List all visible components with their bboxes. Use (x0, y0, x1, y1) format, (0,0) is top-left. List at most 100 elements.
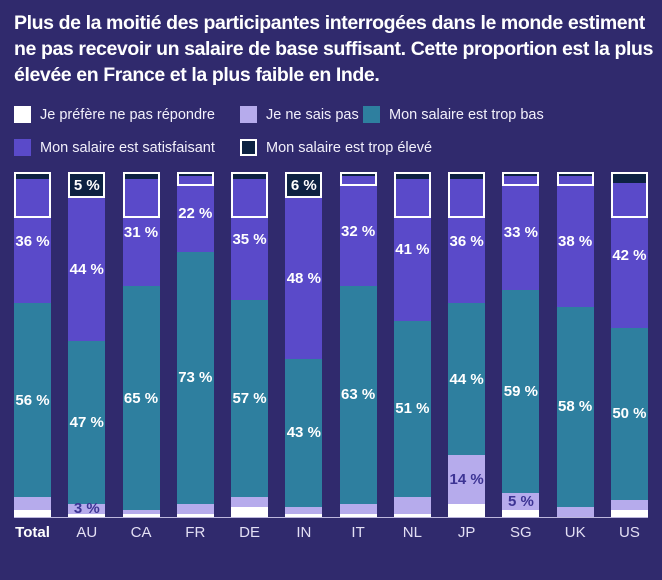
segment-value-label: 5 % (507, 493, 534, 511)
segment-value-label: 59 % (503, 382, 538, 400)
bar-ca: 31 % 65 % (122, 172, 160, 518)
chart-legend: Je préfère ne pas répondre Je ne sais pas… (14, 106, 648, 157)
bar-segment-too-low: 47 % (68, 341, 106, 504)
segment-value-label: 44 % (449, 370, 484, 388)
legend-swatch-icon (240, 106, 257, 124)
segment-value-label: 56 % (15, 391, 50, 409)
x-axis-line (14, 517, 648, 519)
bar-segment-too-high (393, 172, 431, 180)
bar-segment-satisfactory: 36 % (14, 179, 51, 304)
bar-segment-satisfactory: 41 % (393, 179, 431, 321)
legend-item: Mon salaire est satisfaisant (14, 139, 240, 157)
chart-column-ca: 31 % 65 % (122, 172, 160, 518)
bar-segment-prefer-not-say (231, 507, 269, 518)
bar-segment-prefer-not-say (610, 510, 648, 518)
bar-segment-too-low: 51 % (393, 320, 431, 497)
bar-segment-prefer-not-say (285, 513, 323, 518)
axis-label-de: DE (239, 524, 260, 542)
axis-label-jp: JP (457, 524, 476, 542)
bar-segment-too-low: 44 % (448, 303, 486, 456)
bar-segment-too-high (448, 172, 486, 180)
legend-row: Je préfère ne pas répondre Je ne sais pas… (14, 106, 648, 124)
bar-nl: 41 % 51 % (393, 172, 431, 518)
bar-fr: 22 % 73 % (176, 172, 214, 518)
bar-de: 35 % 57 % (231, 172, 269, 518)
axis-label-ca: CA (130, 524, 152, 542)
chart-column-jp: 36 % 44 % 14 % (448, 172, 486, 518)
axis-label-sg: SG (510, 524, 532, 542)
bar-segment-satisfactory: 35 % (231, 179, 269, 301)
bar-segment-too-low: 57 % (231, 300, 269, 497)
bar-segment-too-low: 43 % (285, 358, 323, 508)
legend-item: Je ne sais pas (240, 106, 363, 124)
bar-segment-dont-know (231, 496, 269, 507)
bar-segment-too-low: 73 % (176, 251, 214, 504)
segment-value-label: 47 % (69, 413, 104, 431)
segment-value-label: 36 % (449, 232, 484, 250)
bar-segment-too-high (231, 172, 269, 180)
bar-it: 32 % 63 % (339, 172, 377, 518)
bar-segment-too-high (610, 172, 648, 183)
axis-label-fr: FR (185, 524, 206, 542)
chart-column-sg: 33 % 59 % 5 % (502, 172, 540, 518)
bar-segment-satisfactory: 48 % (285, 198, 323, 359)
bar-segment-prefer-not-say (393, 513, 431, 518)
bar-sg: 33 % 59 % 5 % (502, 172, 540, 518)
chart-column-de: 35 % 57 % (231, 172, 269, 518)
bar-segment-prefer-not-say (176, 513, 214, 518)
segment-value-label: 58 % (558, 398, 593, 416)
segment-value-label: 6 % (290, 176, 317, 194)
bar-segment-dont-know (393, 496, 431, 514)
bar-segment-too-high: 6 % (285, 172, 323, 199)
bar-segment-dont-know (122, 510, 160, 514)
segment-value-label: 65 % (123, 389, 159, 407)
segment-value-label: 73 % (178, 369, 213, 387)
bar-segment-prefer-not-say (448, 503, 486, 518)
axis-label-total: Total (15, 524, 50, 542)
bar-segment-dont-know (285, 507, 323, 514)
bar-segment-dont-know: 3 % (68, 500, 106, 518)
segment-value-label: 32 % (340, 222, 376, 240)
axis-label-au: AU (76, 524, 98, 542)
bar-segment-too-low: 63 % (339, 286, 377, 504)
bar-us: 42 % 50 % (610, 172, 648, 518)
segment-value-label: 43 % (286, 424, 321, 442)
legend-swatch-icon (363, 106, 380, 124)
legend-swatch-icon (14, 139, 31, 157)
chart-column-nl: 41 % 51 % (393, 172, 431, 518)
bar-segment-satisfactory: 36 % (448, 179, 486, 304)
chart-title: Plus de la moitié des participantes inte… (14, 12, 654, 87)
bar-segment-too-low: 65 % (122, 286, 160, 511)
chart-column-au: 5 % 44 % 47 % 3 % (68, 172, 106, 518)
segment-value-label: 31 % (123, 224, 159, 242)
chart-column-it: 32 % 63 % (339, 172, 377, 518)
segment-value-label: 57 % (232, 389, 267, 407)
segment-value-label: 33 % (503, 224, 538, 242)
bar-segment-dont-know: 5 % (502, 493, 540, 511)
legend-item: Mon salaire est trop élevé (240, 139, 432, 157)
axis-label-us: US (619, 524, 640, 542)
axis-label-nl: NL (402, 524, 422, 542)
bar-segment-dont-know (610, 500, 648, 511)
segment-value-label: 14 % (449, 470, 484, 488)
segment-value-label: 35 % (232, 231, 267, 249)
bars-area: 36 % 56 % 5 % 44 % 47 % 3 % 31 % 65 % 22 % 73 % 35… (14, 172, 648, 518)
bar-segment-too-low: 50 % (610, 327, 648, 501)
bar-uk: 38 % 58 % (556, 172, 594, 518)
bar-segment-too-high (122, 172, 160, 180)
bar-segment-satisfactory: 22 % (176, 175, 214, 252)
chart-column-us: 42 % 50 % (610, 172, 648, 518)
bar-segment-satisfactory: 31 % (122, 179, 160, 287)
legend-label: Je ne sais pas (266, 106, 359, 123)
bar-segment-too-high (14, 172, 51, 180)
bar-segment-satisfactory: 42 % (610, 182, 648, 328)
segment-value-label: 3 % (73, 500, 100, 518)
legend-label: Je préfère ne pas répondre (40, 106, 215, 123)
axis-label-it: IT (351, 524, 365, 542)
segment-value-label: 5 % (73, 176, 100, 194)
segment-value-label: 22 % (178, 205, 213, 223)
axis-label-in: IN (296, 524, 312, 542)
bar-segment-prefer-not-say (502, 510, 540, 518)
x-axis-labels: Total AU CA FR DE IN IT NL JP SG UK US (14, 524, 648, 541)
bar-segment-prefer-not-say (339, 513, 377, 518)
